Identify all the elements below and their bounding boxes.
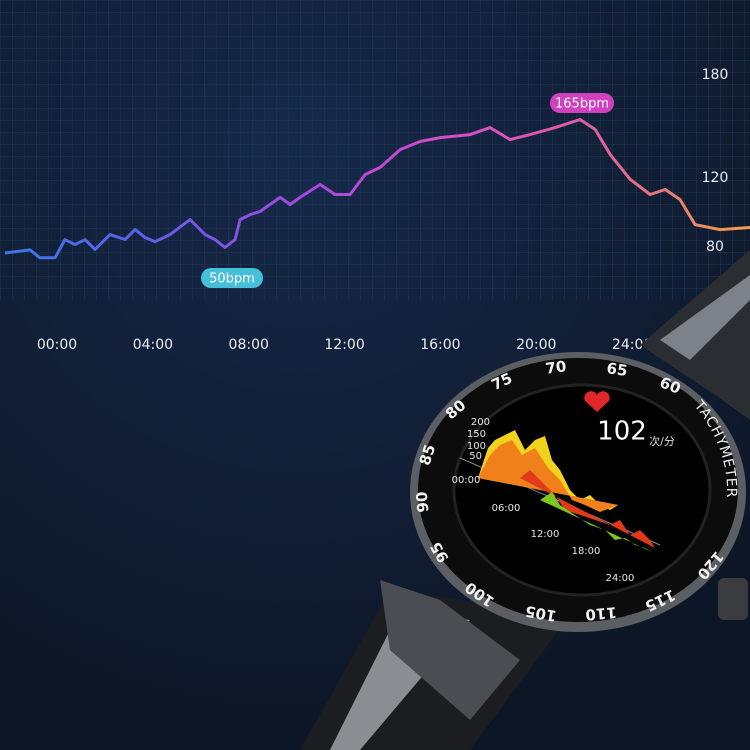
bezel-number: 90 [413,491,433,513]
y-tick-label: 80 [706,239,724,255]
chart: 00:00 04:00 08:00 12:00 16:00 20:00 24:00 180 12… [4,67,750,353]
mini-bars [520,470,655,548]
x-tick-label: 20:00 [516,337,556,353]
mini-y-label: 150 [467,429,486,440]
x-tick-label: 08:00 [229,337,269,353]
mini-y-label: 100 [467,441,486,452]
watch-bpm: 102 [597,417,647,447]
heart-icon [584,391,610,412]
mini-bars [478,440,618,512]
x-tick-label: 04:00 [133,337,173,353]
annotation-badge [550,93,614,113]
x-tick-label: 12:00 [324,337,364,353]
bezel-number: 110 [585,603,618,624]
mini-y-label: 200 [471,417,490,428]
mini-x-label: 06:00 [492,503,521,514]
watch-case [380,580,520,720]
bezel-number: 65 [605,359,628,380]
mini-x-label: 00:00 [452,475,481,486]
bezel-number: 70 [544,357,567,378]
mini-y-label: 50 [469,451,482,462]
annotation: 50bpm [209,272,255,287]
x-tick-label: 00:00 [37,337,77,353]
bezel-number: 85 [416,442,440,467]
mini-bars [540,492,652,552]
annotation: 165bpm [555,97,609,112]
x-tick-label: 16:00 [420,337,460,353]
x-tick-label: 24:00 [612,337,652,353]
crown [718,578,748,620]
mini-x-label: 24:00 [606,573,635,584]
strap-trim [660,275,750,360]
mini-x-label: 18:00 [572,546,601,557]
y-tick-label: 180 [702,67,729,83]
heart-rate-line [4,118,750,260]
watch-unit: 次/分 [649,434,675,448]
screen [452,383,712,597]
annotation-badge [201,268,263,288]
y-tick-label: 120 [702,170,729,186]
mini-x-label: 12:00 [531,529,560,540]
bezel-number: 105 [524,602,558,625]
background-grid [0,0,750,300]
